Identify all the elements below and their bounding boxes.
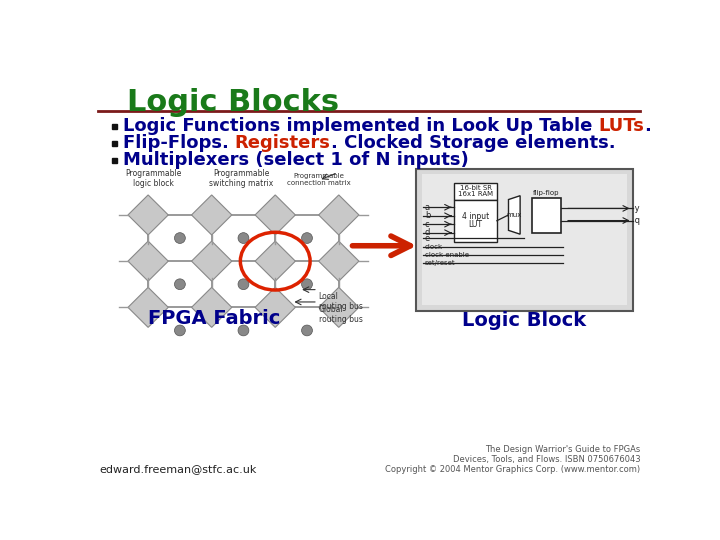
Circle shape bbox=[302, 233, 312, 244]
Bar bbox=[454, 200, 497, 242]
Text: d: d bbox=[425, 228, 430, 237]
Text: Registers: Registers bbox=[235, 134, 330, 152]
Polygon shape bbox=[192, 241, 232, 281]
Bar bbox=[454, 183, 497, 200]
Polygon shape bbox=[128, 287, 168, 327]
Bar bbox=[422, 174, 627, 305]
Text: Multiplexers (select 1 of N inputs): Multiplexers (select 1 of N inputs) bbox=[122, 151, 468, 169]
Circle shape bbox=[174, 233, 185, 244]
Text: Programmable
logic block: Programmable logic block bbox=[125, 168, 181, 188]
Text: flip-flop: flip-flop bbox=[534, 191, 559, 197]
Text: Programmable
connection matrix: Programmable connection matrix bbox=[287, 173, 351, 186]
Text: Flip-Flops.: Flip-Flops. bbox=[122, 134, 235, 152]
Circle shape bbox=[302, 325, 312, 336]
Text: Logic Block: Logic Block bbox=[462, 311, 586, 330]
Text: mux: mux bbox=[506, 212, 521, 218]
Text: q: q bbox=[632, 216, 641, 225]
Text: b: b bbox=[425, 211, 430, 220]
Circle shape bbox=[238, 233, 249, 244]
Text: e: e bbox=[425, 233, 430, 242]
Bar bbox=[112, 158, 117, 164]
Text: .: . bbox=[644, 117, 651, 136]
Text: 16-bit SR: 16-bit SR bbox=[459, 185, 492, 191]
Polygon shape bbox=[255, 287, 295, 327]
Polygon shape bbox=[508, 195, 520, 234]
Polygon shape bbox=[255, 195, 295, 235]
Text: c: c bbox=[425, 220, 429, 229]
Circle shape bbox=[238, 325, 249, 336]
Text: clock: clock bbox=[425, 244, 443, 251]
Text: LUT: LUT bbox=[469, 220, 482, 229]
Polygon shape bbox=[192, 195, 232, 235]
Text: . Clocked Storage elements.: . Clocked Storage elements. bbox=[330, 134, 615, 152]
Text: 4 input: 4 input bbox=[462, 212, 489, 221]
Circle shape bbox=[174, 279, 185, 289]
Text: set/reset: set/reset bbox=[425, 260, 456, 266]
Text: y: y bbox=[632, 204, 640, 213]
Polygon shape bbox=[128, 195, 168, 235]
Bar bbox=[112, 124, 117, 130]
Text: Programmable
switching matrix: Programmable switching matrix bbox=[209, 168, 274, 188]
Circle shape bbox=[302, 279, 312, 289]
Polygon shape bbox=[192, 287, 232, 327]
Circle shape bbox=[174, 325, 185, 336]
Text: Global
routing bus: Global routing bus bbox=[319, 305, 362, 325]
Polygon shape bbox=[128, 241, 168, 281]
Text: a: a bbox=[425, 202, 430, 212]
Polygon shape bbox=[255, 241, 295, 281]
Text: edward.freeman@stfc.ac.uk: edward.freeman@stfc.ac.uk bbox=[99, 464, 256, 475]
Polygon shape bbox=[319, 195, 359, 235]
Polygon shape bbox=[319, 241, 359, 281]
Circle shape bbox=[238, 279, 249, 289]
Text: clock enable: clock enable bbox=[425, 252, 469, 258]
Text: FPGA Fabric: FPGA Fabric bbox=[148, 309, 280, 328]
Bar bbox=[112, 141, 117, 146]
Bar bbox=[415, 168, 632, 311]
Text: Logic Functions implemented in Look Up Table: Logic Functions implemented in Look Up T… bbox=[122, 117, 598, 136]
Text: LUTs: LUTs bbox=[598, 117, 644, 136]
Text: Local
routing bus: Local routing bus bbox=[319, 292, 362, 312]
Text: The Design Warrior's Guide to FPGAs
Devices, Tools, and Flows. ISBN 0750676043
C: The Design Warrior's Guide to FPGAs Devi… bbox=[385, 444, 640, 475]
Text: 16x1 RAM: 16x1 RAM bbox=[458, 191, 493, 197]
Bar bbox=[532, 198, 561, 233]
Polygon shape bbox=[319, 287, 359, 327]
Text: Logic Blocks: Logic Blocks bbox=[127, 88, 339, 117]
